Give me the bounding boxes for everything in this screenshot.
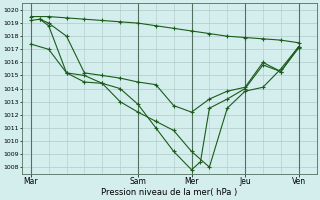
X-axis label: Pression niveau de la mer( hPa ): Pression niveau de la mer( hPa ) [101,188,237,197]
